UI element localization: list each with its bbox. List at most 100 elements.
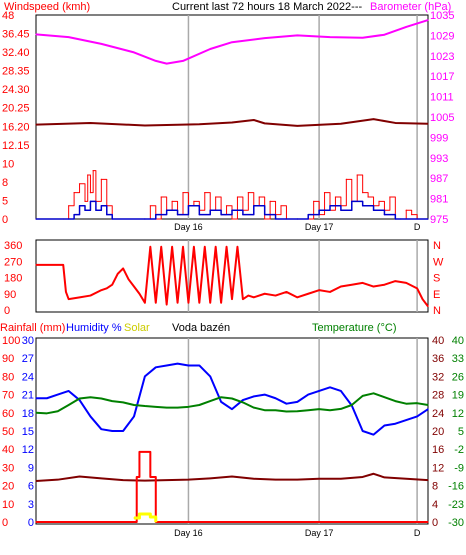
temperature-line-point [231, 397, 233, 400]
wind-direction-line-point [264, 293, 266, 295]
barometer-line-point [100, 43, 102, 45]
temperature-line-point [187, 406, 190, 408]
wind-direction-line-point [362, 282, 364, 284]
dir-tick-label: 0 [4, 305, 10, 317]
wind-direction-line-point [62, 264, 64, 266]
humidity-line-point [383, 424, 386, 427]
temperature-tick-label: 5 [458, 426, 464, 438]
humidity-line-point [176, 363, 179, 365]
pooltemp-tick-label: 16 [432, 444, 444, 456]
wind-direction-line-point [122, 267, 124, 270]
windspeed-line-point [89, 192, 92, 194]
barometer-line-point [405, 26, 407, 28]
barometer-line-point [68, 36, 70, 38]
windspeed-line-point [389, 196, 391, 198]
wind-direction-line-point [231, 298, 233, 300]
wind-direction-line [36, 245, 429, 307]
barometer-line [35, 19, 429, 65]
pool-temp-line [35, 472, 429, 483]
humidity-line-point [231, 408, 233, 410]
wind-average-line-point [95, 209, 97, 211]
pooltemp-tick-label: 0 [432, 517, 438, 529]
wind-average-line-point [155, 214, 157, 216]
dir-tick-label: 90 [4, 289, 16, 301]
wind-direction-line-point [329, 291, 331, 293]
rainfall-line-point [35, 521, 37, 523]
temperature-line-point [46, 412, 48, 414]
temperature-line-point [264, 409, 266, 411]
solar-label: Solar [124, 322, 150, 334]
temperature-tick-label: -16 [448, 481, 464, 493]
rain-tick-label: 0 [2, 517, 8, 529]
windspeed-line-point [247, 192, 249, 194]
pool-temp-line-point [209, 477, 211, 479]
rain-tick-label: 10 [2, 499, 14, 511]
wind-average-line-point [198, 214, 200, 216]
wind-average-line-point [253, 205, 255, 207]
pooltemp-tick-label: 24 [432, 408, 444, 420]
pooltemp-tick-label: 4 [432, 499, 438, 511]
humidity-line-point [89, 415, 92, 418]
windspeed-line-point [87, 174, 89, 176]
dark-red-line-point [394, 122, 396, 124]
windspeed-line-point [100, 178, 102, 180]
temperature-line-point [144, 405, 146, 407]
humidity-line-point [209, 375, 211, 377]
wind-direction-line-point [383, 284, 386, 286]
humidity-line-point [362, 430, 364, 432]
dark-red-line-point [340, 123, 342, 125]
temperature-tick-label: -2 [454, 444, 464, 456]
temperature-line-point [133, 404, 135, 406]
humidity-line-point [166, 364, 168, 367]
wind-average-line-point [340, 209, 342, 211]
temperature-line-point [89, 396, 92, 398]
humidity-line-point [35, 397, 37, 399]
temperature-tick-label: -9 [454, 462, 464, 474]
humidity-tick-label: 12 [22, 444, 34, 456]
windspeed-line-point [345, 178, 347, 180]
humidity-line-point [133, 415, 135, 418]
wind-direction-line-point [225, 246, 228, 248]
wind-average-line-point [362, 205, 364, 207]
temperature-line-point [416, 402, 418, 404]
p1-x-tick-label: D [414, 222, 421, 232]
wind-direction-line-point [209, 302, 211, 304]
pool-temp-line-point [362, 476, 364, 478]
compass-tick-label: S [433, 273, 440, 285]
wind-direction-line-point [176, 302, 179, 304]
dark-red-line-point [144, 124, 146, 127]
dir-tick-label: 180 [4, 273, 22, 285]
rain-tick-label: 100 [2, 335, 20, 347]
pool-temp-line-point [35, 480, 37, 482]
rainfall-line-point [138, 451, 141, 453]
wind-tick-label: 10 [2, 158, 14, 170]
pooltemp-tick-label: 40 [432, 335, 444, 347]
humidity-line-point [329, 386, 331, 388]
pooltemp-tick-label: 12 [432, 462, 444, 474]
wind-direction-line-point [138, 293, 141, 295]
wind-average-line-point [242, 214, 244, 216]
wind-average-line-point [372, 209, 375, 211]
humidity-line-point [340, 390, 342, 392]
wind-direction-line-point [242, 298, 244, 300]
temperature-line-point [383, 396, 386, 398]
pooltemp-tick-label: 28 [432, 390, 444, 402]
temperature-tick-label: 12 [452, 408, 464, 420]
barometer-line-point [182, 60, 184, 62]
compass-tick-label: N [433, 305, 441, 317]
wind-direction-line-point [117, 273, 119, 275]
pool-temp-line-point [296, 479, 298, 481]
temperature-line-point [405, 403, 407, 405]
wind-average-line-point [35, 218, 37, 220]
temperature-line-point [394, 400, 396, 402]
wind-average-line-point [220, 214, 222, 216]
windspeed-line-point [258, 196, 260, 198]
humidity-tick-label: 24 [22, 371, 34, 383]
rainfall-line [36, 450, 428, 523]
rainfall-line-point [427, 521, 429, 523]
baro-tick-label: 1035 [430, 10, 454, 22]
humidity-line-point [198, 364, 200, 367]
temperature-line-point [329, 409, 331, 411]
rainfall-line-point [136, 476, 138, 478]
humidity-line-point [285, 403, 288, 405]
